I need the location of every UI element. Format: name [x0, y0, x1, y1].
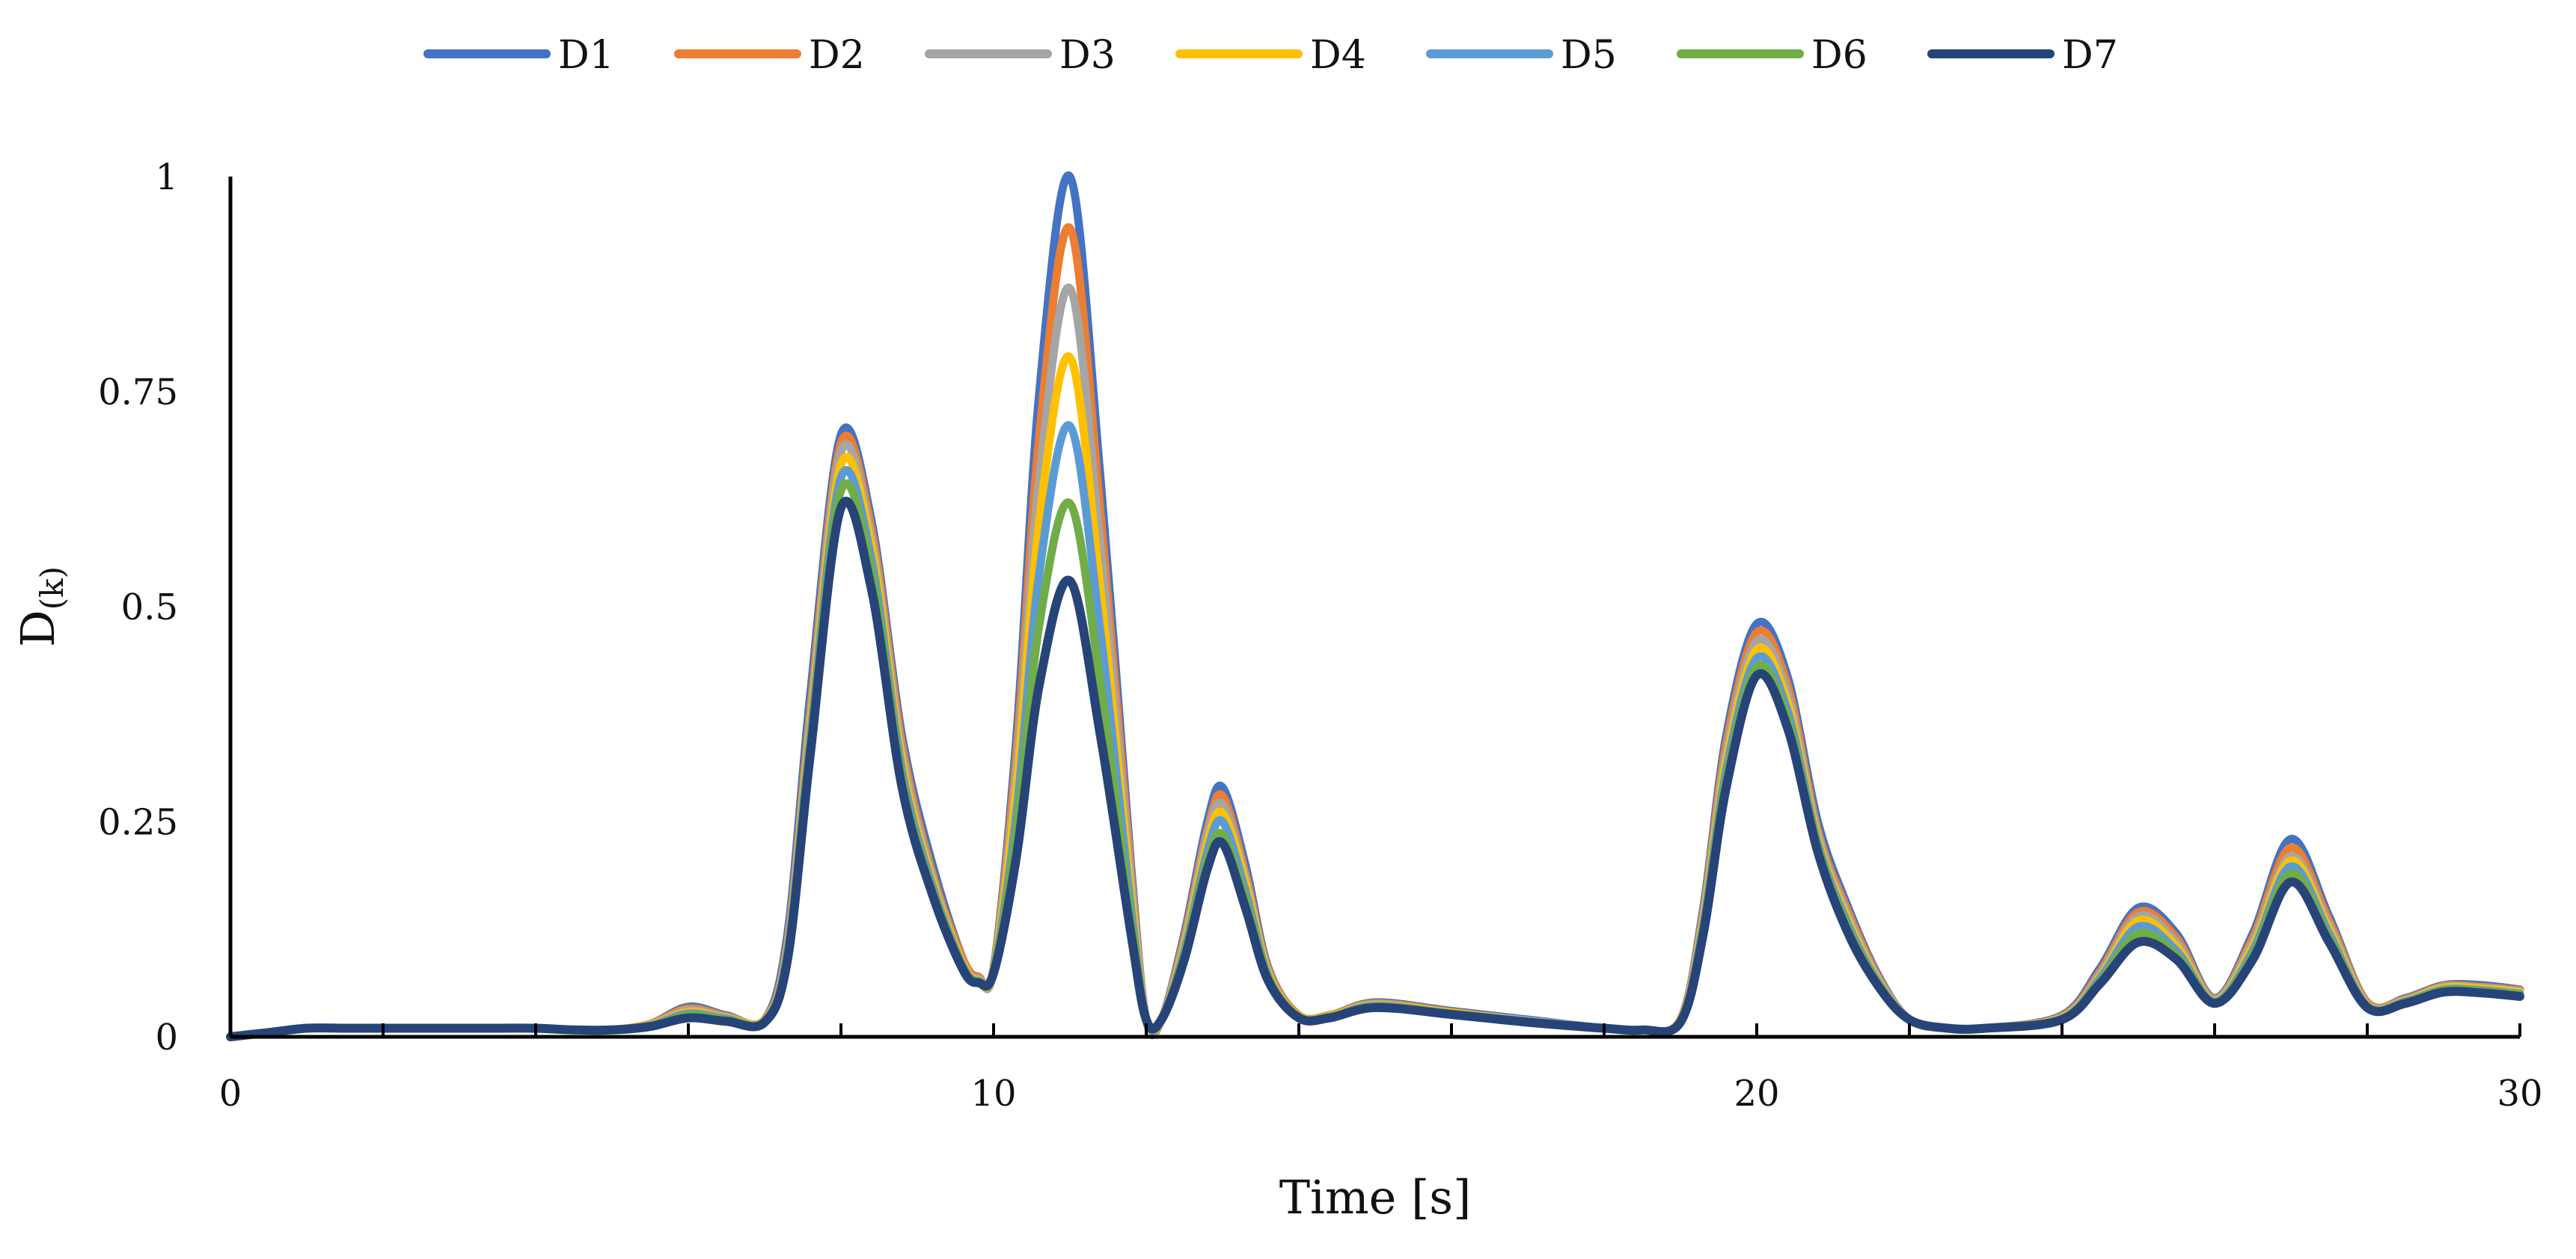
legend-label-d4: D4	[1310, 33, 1366, 78]
series-line-d5	[226, 421, 2524, 1041]
legend-label-d1: D1	[558, 33, 614, 78]
legend: D1 D2 D3 D4 D5 D6 D7	[423, 33, 2118, 78]
series-line-d2	[226, 223, 2524, 1041]
series-line-d7	[226, 497, 2524, 1041]
ticks-layer: 0 10 20 30 0 0.25 0.5 0.75 1	[98, 156, 2542, 1115]
y-tick-label: 0.25	[98, 802, 178, 844]
legend-label-d5: D5	[1561, 33, 1617, 78]
series-line-d3	[226, 284, 2524, 1041]
x-tick-label: 20	[1734, 1073, 1779, 1115]
x-tick-label: 0	[219, 1073, 242, 1115]
y-tick-label: 0	[155, 1017, 178, 1059]
y-axis-title-subscript: (k)	[34, 566, 70, 610]
legend-label-d2: D2	[809, 33, 865, 78]
x-axis-title: Time [s]	[1279, 1170, 1472, 1225]
series-layer	[226, 171, 2524, 1041]
y-axis-title: D(k)	[10, 566, 70, 647]
x-tick-label: 30	[2497, 1073, 2542, 1115]
x-tick-label: 10	[970, 1073, 1016, 1115]
axes-layer	[228, 177, 2520, 1039]
y-axis-title-main: D	[10, 610, 65, 647]
legend-label-d7: D7	[2062, 33, 2118, 78]
y-tick-label: 0.5	[121, 586, 178, 628]
y-tick-label: 0.75	[98, 372, 178, 414]
legend-label-d3: D3	[1059, 33, 1116, 78]
legend-label-d6: D6	[1811, 33, 1867, 78]
y-tick-label: 1	[155, 156, 178, 198]
series-line-d1	[226, 171, 2524, 1041]
